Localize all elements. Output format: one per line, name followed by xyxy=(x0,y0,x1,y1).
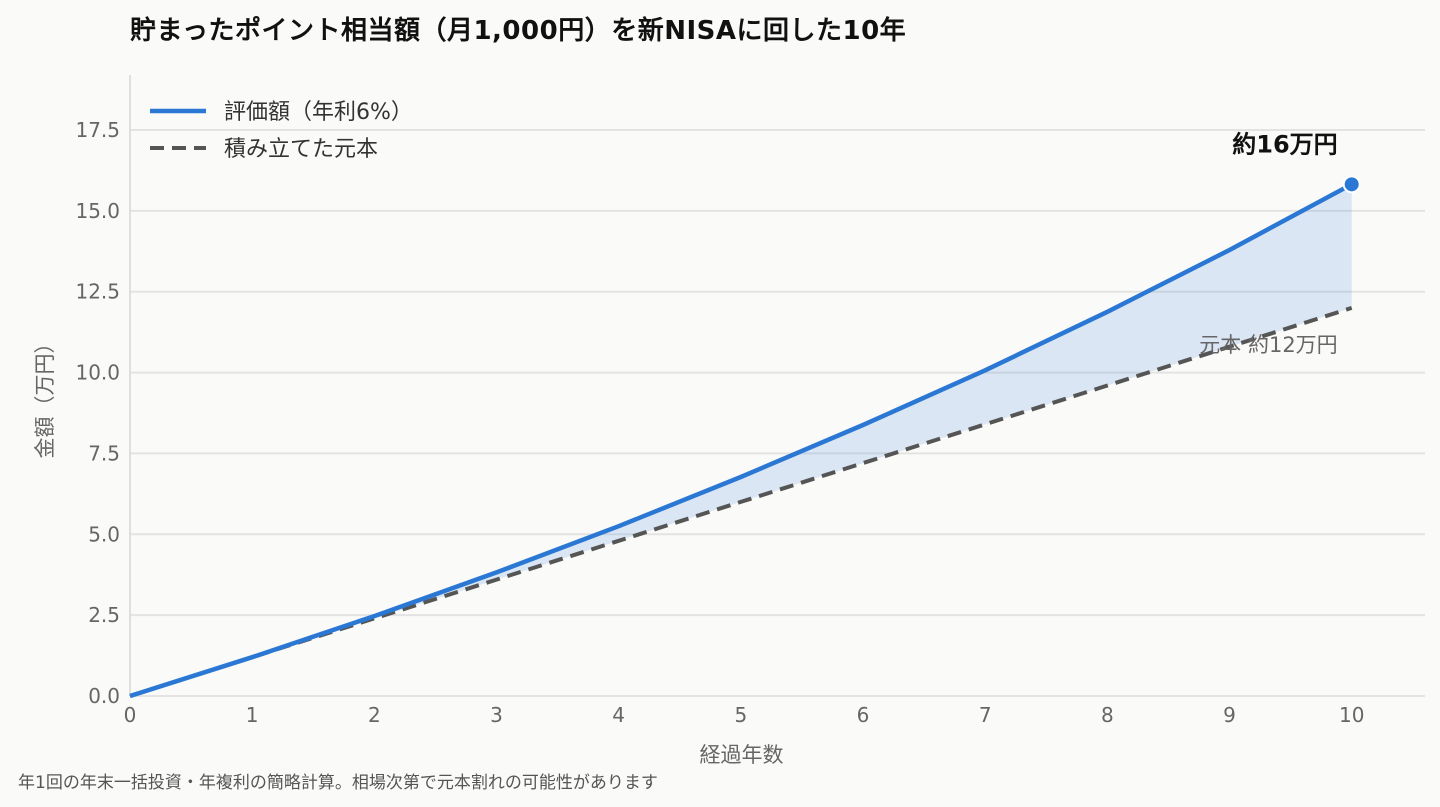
y-tick-label: 2.5 xyxy=(88,603,120,627)
y-tick-label: 10.0 xyxy=(75,361,120,385)
y-tick-label: 7.5 xyxy=(88,441,120,465)
value-end-point xyxy=(1342,175,1361,194)
grid-lines xyxy=(130,128,1425,697)
x-tick-label: 7 xyxy=(979,703,992,727)
y-tick-label: 15.0 xyxy=(75,199,120,223)
y-tick-label: 12.5 xyxy=(75,280,120,304)
x-tick-label: 5 xyxy=(734,703,747,727)
footnote: 年1回の年末一括投資・年複利の簡略計算。相場次第で元本割れの可能性があります xyxy=(18,773,658,793)
x-tick-label: 8 xyxy=(1101,703,1114,727)
x-tick-label: 4 xyxy=(612,703,625,727)
x-tick-label: 2 xyxy=(368,703,381,727)
y-tick-label: 17.5 xyxy=(75,118,120,142)
x-tick-label: 9 xyxy=(1223,703,1236,727)
legend: 評価額（年利6%） 積み立てた元本 xyxy=(150,100,413,162)
x-tick-label: 1 xyxy=(246,703,259,727)
gain-area xyxy=(130,184,1352,697)
end-value-annotation: 約16万円 xyxy=(1232,130,1337,158)
axes: 0.0 2.5 5.0 7.5 10.0 12.5 15.0 17.5 0 1 2 3 4 5 6 7 8 9 10… xyxy=(33,75,1364,767)
principal-line xyxy=(129,305,1353,698)
value-line xyxy=(129,182,1353,699)
x-axis-label: 経過年数 xyxy=(700,743,784,767)
gain-fill xyxy=(130,184,1352,697)
y-axis-label: 金額（万円） xyxy=(33,333,57,459)
legend-label-value: 評価額（年利6%） xyxy=(224,100,413,125)
x-tick-label: 10 xyxy=(1339,703,1364,727)
y-tick-label: 0.0 xyxy=(88,684,120,708)
x-tick-label: 3 xyxy=(490,703,503,727)
principal-annotation: 元本 約12万円 xyxy=(1199,333,1337,357)
x-tick-label: 6 xyxy=(857,703,870,727)
y-tick-label: 5.0 xyxy=(88,522,120,546)
chart-title: 貯まったポイント相当額（月1,000円）を新NISAに回した10年 xyxy=(130,16,907,46)
x-tick-label: 0 xyxy=(124,703,137,727)
series-lines xyxy=(129,175,1361,699)
legend-label-principal: 積み立てた元本 xyxy=(224,137,378,162)
